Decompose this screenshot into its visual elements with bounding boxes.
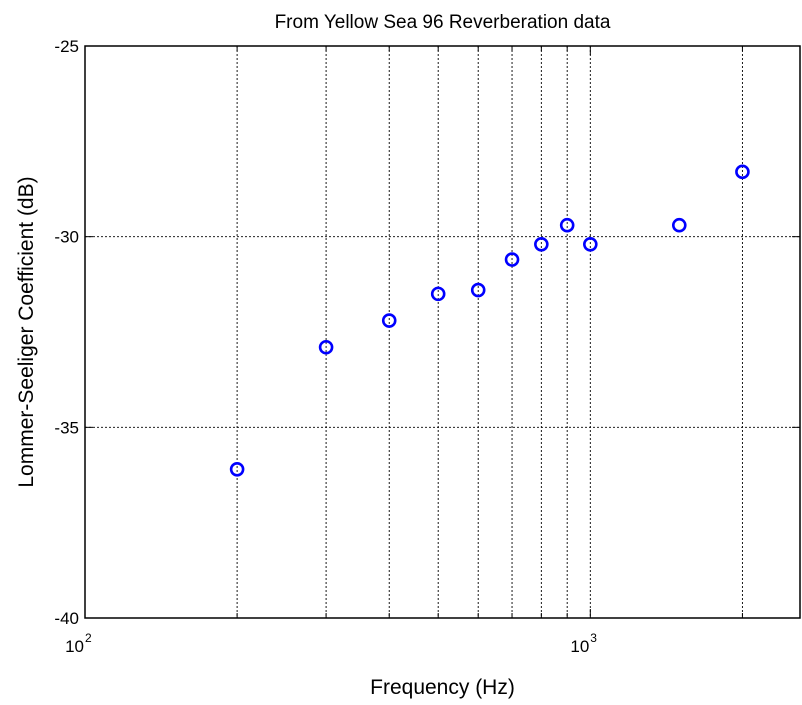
data-point bbox=[559, 217, 575, 233]
x-tick-label: 10 2 bbox=[65, 631, 92, 656]
y-tick-label: -30 bbox=[54, 228, 79, 247]
y-tick-label: -35 bbox=[54, 418, 79, 437]
x-tick-label-exponent: 2 bbox=[85, 631, 92, 645]
data-point bbox=[318, 339, 334, 355]
data-point bbox=[671, 217, 687, 233]
x-tick-label-base: 10 bbox=[570, 637, 589, 656]
x-tick-label-base: 10 bbox=[65, 637, 84, 656]
y-axis-label: Lommer-Seeliger Coefficient (dB) bbox=[15, 176, 38, 487]
data-point bbox=[229, 461, 245, 477]
data-point bbox=[504, 252, 520, 267]
tick-marks bbox=[84, 45, 800, 619]
data-point bbox=[381, 313, 397, 328]
data-point bbox=[430, 286, 446, 302]
axes bbox=[84, 45, 801, 619]
x-tick-label-exponent: 3 bbox=[590, 631, 597, 645]
x-axis-label: Frequency (Hz) bbox=[370, 676, 515, 699]
y-tick-label: -40 bbox=[54, 609, 79, 628]
y-tick-label: -25 bbox=[54, 37, 79, 56]
data-point bbox=[735, 164, 750, 180]
data-point bbox=[583, 236, 598, 252]
chart-title: From Yellow Sea 96 Reverberation data bbox=[275, 12, 611, 33]
x-tick-label: 10 3 bbox=[570, 631, 597, 656]
data-point bbox=[470, 282, 486, 298]
data-points bbox=[229, 164, 750, 477]
data-point bbox=[534, 236, 549, 252]
grid-lines bbox=[85, 46, 800, 618]
plot-frame bbox=[84, 45, 801, 619]
